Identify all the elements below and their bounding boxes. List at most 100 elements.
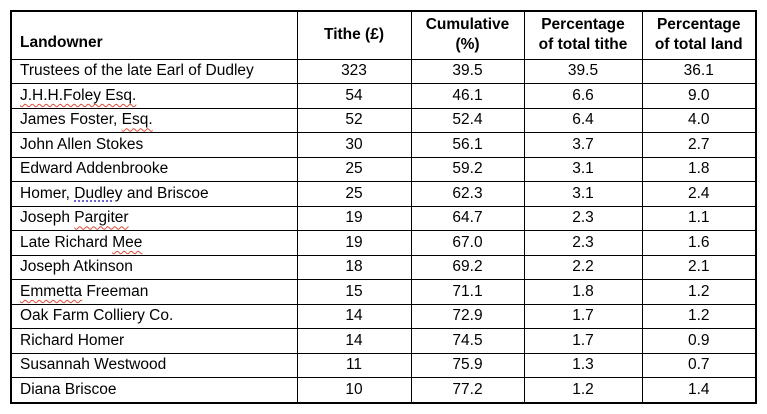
landowner-text: Edward Addenbrooke: [20, 160, 169, 178]
table-body: Trustees of the late Earl of Dudley 323 39…: [10, 58, 757, 404]
cell-pct-total-land[interactable]: 2.7: [641, 132, 757, 158]
cell-pct-total-land[interactable]: 1.4: [641, 377, 757, 404]
cell-tithe[interactable]: 323: [296, 58, 412, 85]
col-header-tithe[interactable]: Tithe (£): [296, 10, 412, 60]
cell-cumulative[interactable]: 72.9: [410, 303, 525, 330]
cell-landowner[interactable]: Susannah Westwood: [10, 352, 298, 379]
table-row: Joseph Pargiter 19 64.7 2.3 1.1: [10, 205, 757, 232]
cell-pct-total-tithe[interactable]: 1.3: [523, 352, 643, 379]
cell-tithe[interactable]: 19: [296, 230, 412, 256]
col-header-cumulative[interactable]: Cumulative (%): [410, 10, 525, 60]
cell-cumulative[interactable]: 46.1: [410, 83, 525, 109]
cell-landowner[interactable]: Oak Farm Colliery Co.: [10, 303, 298, 330]
cell-landowner[interactable]: Richard Homer: [10, 328, 298, 354]
cell-pct-total-land[interactable]: 9.0: [641, 83, 757, 109]
cell-pct-total-tithe[interactable]: 2.3: [523, 205, 643, 232]
col-header-pct-total-tithe[interactable]: Percentage of total tithe: [523, 10, 643, 60]
table-header: Landowner Tithe (£) Cumulative (%) Perce…: [10, 10, 757, 60]
cell-cumulative[interactable]: 77.2: [410, 377, 525, 404]
cell-landowner[interactable]: Emmetta Freeman: [10, 279, 298, 305]
table-row: Homer, Dudley and Briscoe 25 62.3 3.1 2.4: [10, 181, 757, 207]
cell-pct-total-tithe[interactable]: 3.7: [523, 132, 643, 158]
landowner-text: Oak Farm Colliery Co.: [20, 307, 174, 325]
cell-pct-total-tithe[interactable]: 2.2: [523, 254, 643, 281]
cell-landowner[interactable]: J.H.H.Foley Esq.: [10, 83, 298, 109]
cell-pct-total-tithe[interactable]: 1.2: [523, 377, 643, 404]
cell-pct-total-tithe[interactable]: 3.1: [523, 181, 643, 207]
cell-landowner[interactable]: James Foster, Esq.: [10, 107, 298, 134]
cell-pct-total-land[interactable]: 36.1: [641, 58, 757, 85]
cell-cumulative[interactable]: 62.3: [410, 181, 525, 207]
cell-tithe[interactable]: 11: [296, 352, 412, 379]
cell-tithe[interactable]: 30: [296, 132, 412, 158]
cell-landowner[interactable]: Diana Briscoe: [10, 377, 298, 404]
grammar-marked-text: Dudley: [74, 184, 123, 202]
landowner-text: Diana Briscoe: [20, 381, 117, 399]
cell-cumulative[interactable]: 64.7: [410, 205, 525, 232]
cell-tithe[interactable]: 18: [296, 254, 412, 281]
cell-landowner[interactable]: John Allen Stokes: [10, 132, 298, 158]
table-row: Late Richard Mee 19 67.0 2.3 1.6: [10, 230, 757, 256]
cell-tithe[interactable]: 14: [296, 328, 412, 354]
cell-cumulative[interactable]: 52.4: [410, 107, 525, 134]
cell-pct-total-land[interactable]: 1.2: [641, 279, 757, 305]
cell-tithe[interactable]: 54: [296, 83, 412, 109]
cell-pct-total-land[interactable]: 0.7: [641, 352, 757, 379]
cell-pct-total-land[interactable]: 1.1: [641, 205, 757, 232]
cell-landowner[interactable]: Joseph Pargiter: [10, 205, 298, 232]
cell-tithe[interactable]: 14: [296, 303, 412, 330]
cell-landowner[interactable]: Joseph Atkinson: [10, 254, 298, 281]
cell-pct-total-land[interactable]: 2.1: [641, 254, 757, 281]
spellcheck-marked-text: Esq.: [121, 111, 153, 129]
col-header-pct-total-land[interactable]: Percentage of total land: [641, 10, 757, 60]
cell-tithe[interactable]: 25: [296, 156, 412, 183]
spellcheck-marked-text: Pargiter: [74, 209, 129, 227]
landowner-text: Homer,: [20, 184, 75, 202]
cell-pct-total-land[interactable]: 1.6: [641, 230, 757, 256]
cell-pct-total-land[interactable]: 4.0: [641, 107, 757, 134]
cell-tithe[interactable]: 25: [296, 181, 412, 207]
cell-cumulative[interactable]: 69.2: [410, 254, 525, 281]
cell-tithe[interactable]: 15: [296, 279, 412, 305]
spellcheck-marked-text: Emmetta: [20, 282, 83, 300]
tithe-table: Landowner Tithe (£) Cumulative (%) Perce…: [10, 10, 757, 404]
cell-tithe[interactable]: 10: [296, 377, 412, 404]
cell-cumulative[interactable]: 56.1: [410, 132, 525, 158]
cell-pct-total-tithe[interactable]: 6.6: [523, 83, 643, 109]
cell-pct-total-land[interactable]: 2.4: [641, 181, 757, 207]
cell-pct-total-tithe[interactable]: 3.1: [523, 156, 643, 183]
col-header-landowner[interactable]: Landowner: [10, 10, 298, 60]
cell-pct-total-tithe[interactable]: 39.5: [523, 58, 643, 85]
cell-cumulative[interactable]: 39.5: [410, 58, 525, 85]
table-row: James Foster, Esq. 52 52.4 6.4 4.0: [10, 107, 757, 134]
cell-pct-total-land[interactable]: 1.2: [641, 303, 757, 330]
cell-pct-total-tithe[interactable]: 6.4: [523, 107, 643, 134]
cell-cumulative[interactable]: 74.5: [410, 328, 525, 354]
cell-cumulative[interactable]: 67.0: [410, 230, 525, 256]
cell-tithe[interactable]: 52: [296, 107, 412, 134]
table-row: J.H.H.Foley Esq. 54 46.1 6.6 9.0: [10, 83, 757, 109]
cell-pct-total-tithe[interactable]: 2.3: [523, 230, 643, 256]
cell-pct-total-land[interactable]: 0.9: [641, 328, 757, 354]
cell-landowner[interactable]: Edward Addenbrooke: [10, 156, 298, 183]
landowner-text: Joseph Atkinson: [20, 258, 133, 276]
cell-cumulative[interactable]: 71.1: [410, 279, 525, 305]
cell-cumulative[interactable]: 59.2: [410, 156, 525, 183]
table-row: Susannah Westwood 11 75.9 1.3 0.7: [10, 352, 757, 379]
landowner-text: John Allen Stokes: [20, 135, 144, 153]
cell-pct-total-tithe[interactable]: 1.7: [523, 303, 643, 330]
cell-landowner[interactable]: Homer, Dudley and Briscoe: [10, 181, 298, 207]
table-row: Diana Briscoe 10 77.2 1.2 1.4: [10, 377, 757, 404]
table-row: Joseph Atkinson 18 69.2 2.2 2.1: [10, 254, 757, 281]
cell-landowner[interactable]: Trustees of the late Earl of Dudley: [10, 58, 298, 85]
landowner-text: Trustees of the late Earl of Dudley: [20, 62, 254, 80]
header-row: Landowner Tithe (£) Cumulative (%) Perce…: [10, 10, 757, 60]
cell-landowner[interactable]: Late Richard Mee: [10, 230, 298, 256]
cell-pct-total-tithe[interactable]: 1.7: [523, 328, 643, 354]
cell-pct-total-tithe[interactable]: 1.8: [523, 279, 643, 305]
cell-cumulative[interactable]: 75.9: [410, 352, 525, 379]
cell-tithe[interactable]: 19: [296, 205, 412, 232]
table-row: Oak Farm Colliery Co. 14 72.9 1.7 1.2: [10, 303, 757, 330]
cell-pct-total-land[interactable]: 1.8: [641, 156, 757, 183]
